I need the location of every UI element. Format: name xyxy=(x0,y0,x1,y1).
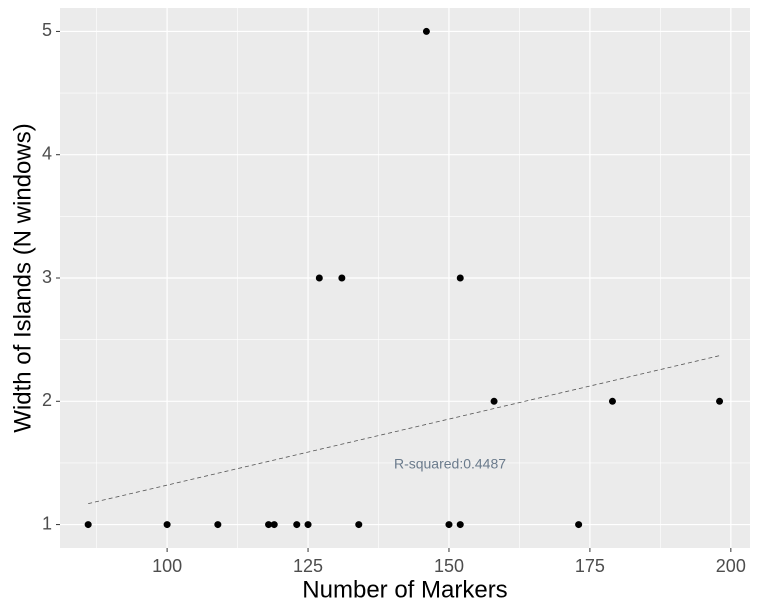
annotation: R-squared:0.4487 xyxy=(394,456,506,472)
point xyxy=(163,521,171,529)
y-tick-label: 3 xyxy=(42,267,52,287)
trend-line xyxy=(88,355,720,505)
point xyxy=(84,521,92,529)
x-tick-label: 150 xyxy=(434,556,464,576)
x-tick-label: 100 xyxy=(152,556,182,576)
point xyxy=(265,521,273,529)
point xyxy=(270,521,278,529)
point xyxy=(293,521,301,529)
point xyxy=(456,521,464,529)
point xyxy=(315,274,323,282)
x-axis-title: Number of Markers xyxy=(302,576,507,603)
point xyxy=(422,27,430,35)
point xyxy=(490,397,498,405)
y-tick-label: 5 xyxy=(42,20,52,40)
point xyxy=(575,521,583,529)
point xyxy=(304,521,312,529)
point xyxy=(355,521,363,529)
point xyxy=(456,274,464,282)
point xyxy=(608,397,616,405)
x-tick-label: 175 xyxy=(575,556,605,576)
point xyxy=(445,521,453,529)
y-tick-label: 1 xyxy=(42,513,52,533)
point xyxy=(214,521,222,529)
x-tick-label: 125 xyxy=(293,556,323,576)
y-axis-title: Width of Islands (N windows) xyxy=(9,123,36,432)
x-tick-label: 200 xyxy=(716,556,746,576)
y-tick-label: 4 xyxy=(42,143,52,163)
point xyxy=(716,397,724,405)
y-tick-label: 2 xyxy=(42,390,52,410)
point xyxy=(338,274,346,282)
